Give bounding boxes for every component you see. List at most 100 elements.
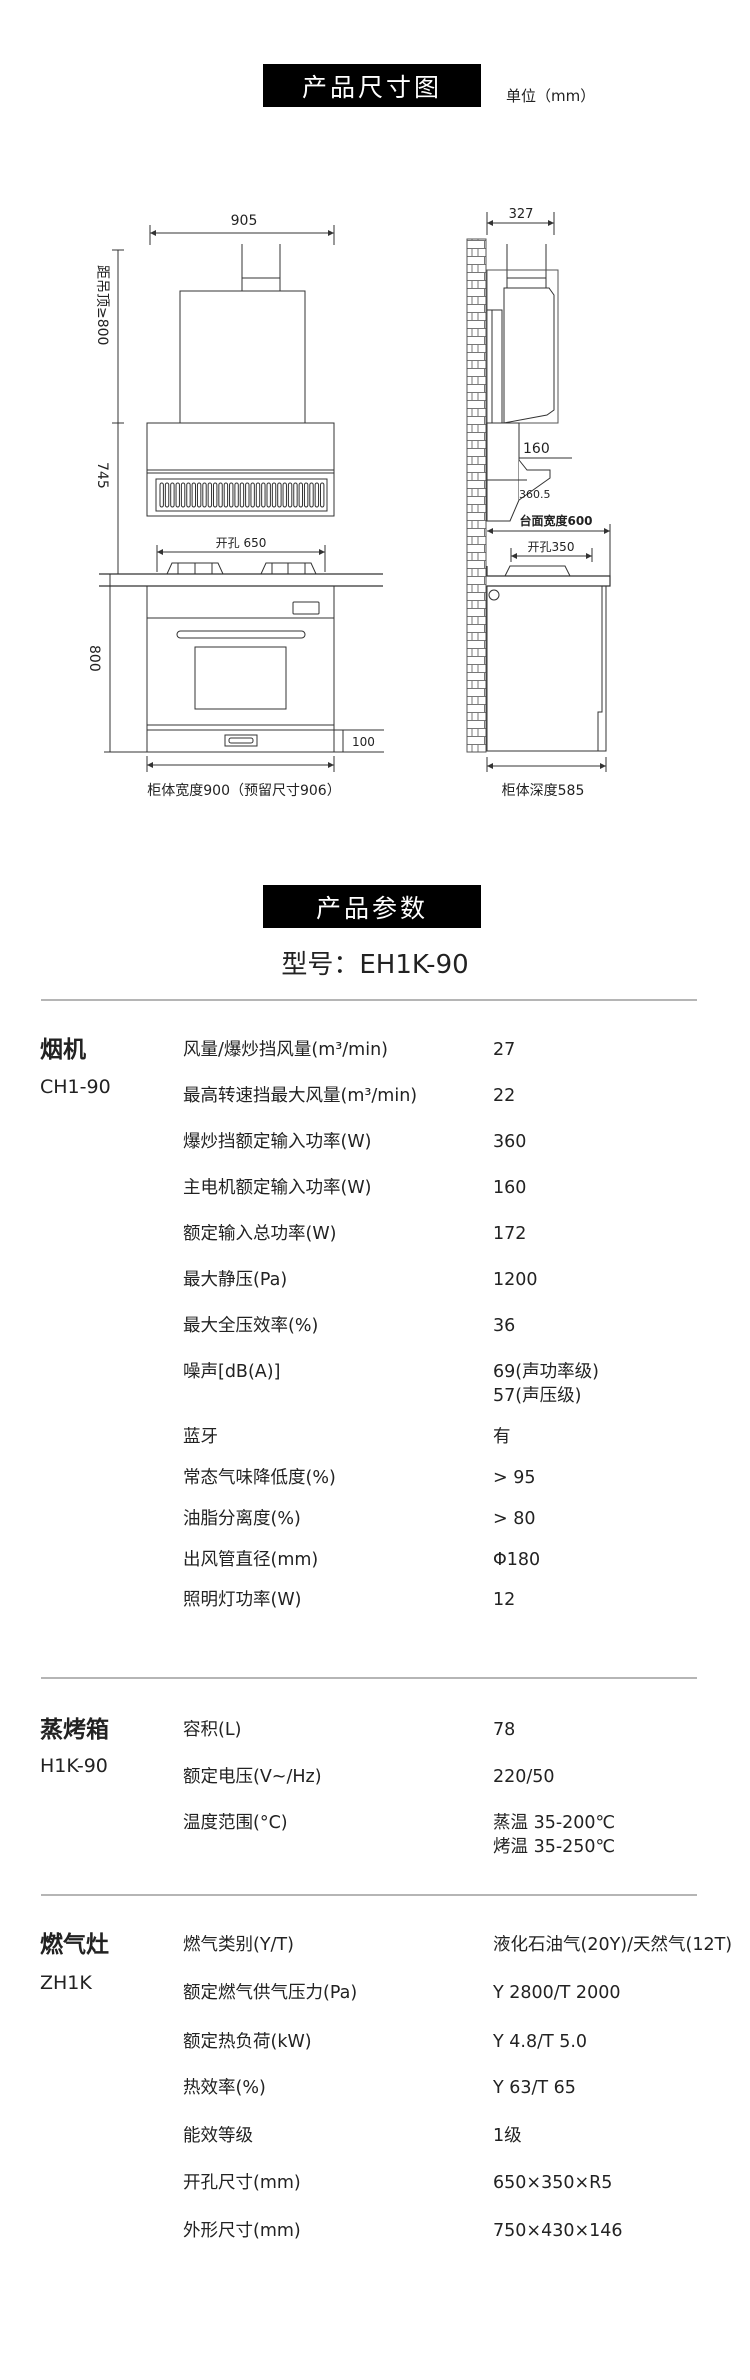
spec-label: 风量/爆炒挡风量(m³/min) [183, 1040, 389, 1060]
spec-label: 出风管直径(mm) [183, 1550, 319, 1570]
grill-slot [196, 482, 202, 508]
chimney-duct [241, 244, 281, 278]
oven-display [292, 601, 320, 615]
divider [41, 1677, 697, 1679]
spec-value: 69(声功率级) 57(声压级) [493, 1360, 599, 1408]
grill-slot [287, 482, 293, 508]
spec-value-line: > 95 [493, 1468, 536, 1488]
grill-slot [191, 482, 197, 508]
spec-value: > 80 [493, 1507, 536, 1531]
ceiling-and-hood-dimension-line [112, 249, 124, 575]
spec-value-line: > 80 [493, 1509, 536, 1529]
grill-slot [320, 482, 325, 508]
countertop-front [99, 573, 383, 587]
spec-value-line: Y 63/T 65 [493, 2078, 576, 2098]
spec-value-line: 750×430×146 [493, 2221, 623, 2241]
spec-value: 有 [493, 1425, 511, 1449]
spec-value-line: 36 [493, 1316, 516, 1336]
dim-160-label: 160 [523, 441, 550, 457]
hood-width-label: 905 [231, 213, 258, 229]
divider [41, 999, 697, 1001]
spec-value: 650×350×R5 [493, 2171, 612, 2195]
front-cutout-label: 开孔 650 [216, 536, 267, 550]
unit-label: 单位（mm） [506, 87, 596, 105]
grill-slots [159, 482, 325, 508]
spec-value-line: Φ180 [493, 1550, 541, 1570]
dim-360-5-label: 360.5 [519, 488, 551, 501]
spec-label: 额定输入总功率(W) [183, 1224, 337, 1244]
spec-value: Y 2800/T 2000 [493, 1981, 620, 2005]
spec-value-line: 360 [493, 1132, 527, 1152]
drawer-handle [224, 734, 258, 747]
spec-label: 温度范围(°C) [183, 1813, 288, 1833]
spec-value: 22 [493, 1084, 515, 1108]
grill-slot [213, 482, 218, 508]
cabinet-depth-label: 柜体深度585 [502, 783, 585, 799]
section-name: 蒸烤箱 [40, 1717, 109, 1743]
spec-label: 常态气味降低度(%) [183, 1468, 336, 1488]
spec-value: 蒸温 35-200℃ 烤温 35-250℃ [493, 1811, 615, 1859]
grill-slot [314, 482, 320, 508]
spec-value-line: 160 [493, 1178, 527, 1198]
spec-label: 噪声[dB(A)] [183, 1362, 281, 1382]
hood-depth-label: 327 [509, 207, 534, 222]
spec-value: 12 [493, 1588, 515, 1612]
grill-slot [293, 482, 298, 508]
spec-label: 爆炒挡额定输入功率(W) [183, 1132, 372, 1152]
hood-width-dimension-line [149, 225, 335, 245]
side-view: 327 160 360.5 台面宽度600 开孔350 柜体深度585 [466, 207, 611, 799]
spec-value-line: 27 [493, 1040, 516, 1060]
spec-value: 750×430×146 [493, 2219, 623, 2243]
drawer-height-label: 100 [352, 735, 375, 749]
spec-label: 最高转速挡最大风量(m³/min) [183, 1086, 418, 1106]
spec-label: 能效等级 [183, 2126, 253, 2146]
oven-window [194, 646, 287, 710]
grill-slot [271, 482, 277, 508]
cabinet-width-label: 柜体宽度900（预留尺寸906） [147, 782, 340, 799]
spec-value-line: 220/50 [493, 1767, 555, 1787]
hood-grill [155, 478, 328, 512]
grill-slot [159, 482, 164, 508]
spec-value-line: 1级 [493, 2126, 522, 2146]
spec-label: 燃气类别(Y/T) [183, 1935, 294, 1955]
model-number: 型号：EH1K-90 [281, 950, 469, 980]
spec-value-line: Y 4.8/T 5.0 [493, 2032, 588, 2052]
section-model: ZH1K [40, 1972, 92, 1994]
params-section-title: 产品参数 [263, 885, 481, 928]
spec-value: 172 [493, 1222, 526, 1246]
hood-height-label: 745 [94, 462, 110, 489]
spec-value-line: 液化石油气(20Y)/天然气(12T) [493, 1935, 733, 1955]
spec-label: 额定热负荷(kW) [183, 2032, 312, 2052]
spec-value-line: 57(声压级) [493, 1386, 582, 1406]
spec-value: 360 [493, 1130, 526, 1154]
spec-value-line: 172 [493, 1224, 527, 1244]
dimension-section-title: 产品尺寸图 [263, 64, 481, 107]
spec-label: 最大静压(Pa) [183, 1270, 288, 1290]
spec-value-line: 有 [493, 1427, 511, 1447]
spec-value-line: 12 [493, 1590, 516, 1610]
spec-value-line: 蒸温 35-200℃ [493, 1813, 616, 1833]
section-model: H1K-90 [40, 1755, 108, 1777]
grill-slot [245, 482, 250, 508]
side-countertop [486, 566, 611, 587]
cabinet-height-label: 800 [86, 645, 102, 672]
spec-label: 容积(L) [183, 1720, 242, 1740]
spec-value-line: 烤温 35-250℃ [493, 1837, 616, 1857]
burner-left [166, 562, 224, 575]
spec-value: 1级 [493, 2124, 522, 2148]
spec-label: 主电机额定输入功率(W) [183, 1178, 372, 1198]
grill-slot [255, 482, 261, 508]
spec-value-line: Y 2800/T 2000 [493, 1983, 621, 2003]
spec-value-line: 69(声功率级) [493, 1362, 599, 1382]
grill-slot [180, 482, 186, 508]
front-view: 905 距吊顶≥800 745 开孔 650 800 [86, 213, 384, 799]
divider [41, 1894, 697, 1896]
spec-value: 36 [493, 1314, 515, 1338]
grill-slot [303, 482, 309, 508]
spec-value: Φ180 [493, 1548, 540, 1572]
brick-wall [466, 238, 487, 753]
grill-slot [282, 482, 287, 508]
burner-right [260, 562, 317, 575]
grill-slot [298, 482, 304, 508]
spec-value: 27 [493, 1038, 515, 1062]
